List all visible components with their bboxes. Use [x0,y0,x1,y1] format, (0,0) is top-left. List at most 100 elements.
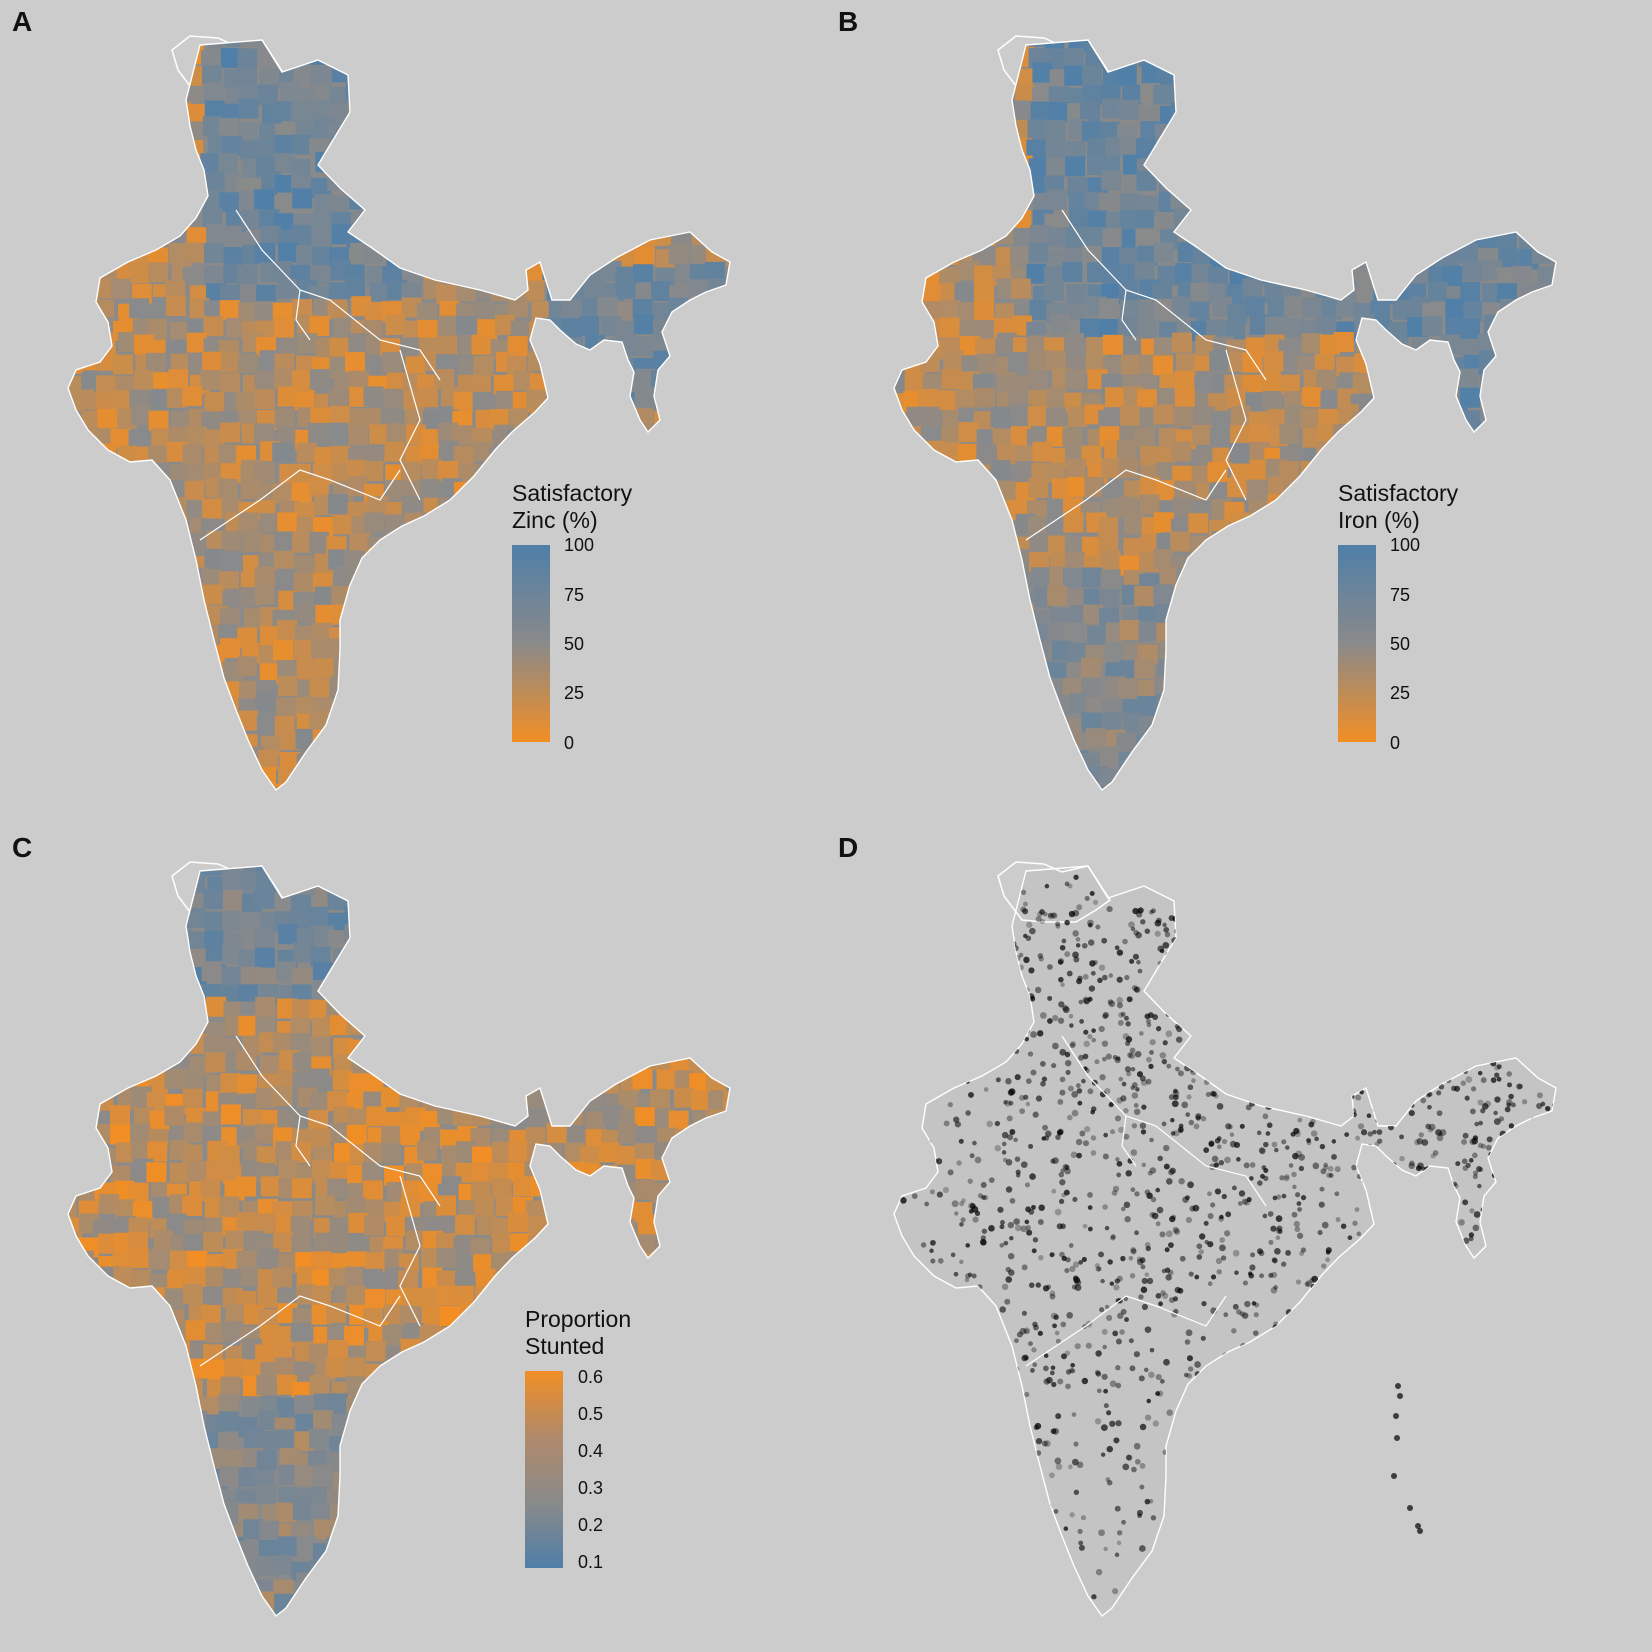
district-cell [705,409,726,430]
district-cell [416,1399,437,1420]
district-cell [326,730,347,751]
district-cell [477,1397,498,1418]
district-cell [474,463,495,484]
district-cell [566,40,587,48]
district-cell [1246,207,1267,228]
district-cell [687,102,708,123]
district-cell [620,967,641,988]
district-cell [97,963,118,984]
district-cell [114,980,135,1001]
district-cell [363,512,384,533]
district-cell [690,428,711,449]
district-cell [1264,44,1285,65]
district-cell [310,65,331,86]
district-cell [135,895,156,916]
district-cell [956,40,977,49]
district-cell [434,866,455,880]
district-cell [1301,387,1322,408]
district-cell [110,1165,131,1186]
district-cell [345,1285,366,1306]
district-cell [632,913,653,934]
district-cell [113,656,134,677]
district-cell [597,871,618,892]
district-cell [708,584,729,605]
district-cell [239,680,260,701]
district-cell [954,155,975,176]
district-cell [348,1108,369,1129]
district-cell [618,1035,639,1056]
district-cell [294,1395,315,1416]
district-cell [1012,786,1033,790]
district-cell [148,1320,169,1341]
district-cell [68,983,80,1004]
district-cell [506,264,527,285]
district-cell [619,1269,640,1290]
country-outline [893,865,1557,1618]
district-cell [416,1522,437,1543]
district-cell [68,752,83,773]
district-cell [327,1393,348,1414]
district-cell [1120,354,1141,375]
district-cell [369,997,390,1018]
district-cell [1440,766,1461,787]
district-cell [1138,46,1159,67]
district-cell [1134,768,1155,789]
district-cell [602,1521,623,1542]
district-cell [117,51,138,72]
district-cell [349,408,370,429]
district-cell [76,627,97,648]
district-cell [128,983,149,1004]
district-cell [68,625,83,646]
district-cell [363,1537,384,1558]
district-cell [1406,372,1427,393]
district-cell [1083,604,1104,625]
district-cell [236,1212,257,1233]
district-cell [1339,242,1360,263]
district-cell [1336,356,1357,377]
district-cell [418,661,439,682]
district-cell [655,929,676,950]
district-cell [458,1506,479,1527]
district-cell [92,787,113,790]
district-cell [1210,567,1231,588]
district-cell [1084,226,1105,247]
district-cell [1411,209,1432,230]
district-cell [1462,765,1483,786]
district-cell [686,535,707,556]
district-cell [545,443,566,464]
district-cell [1264,316,1285,337]
district-cell [655,516,676,537]
district-cell [1317,226,1338,247]
district-cell [68,789,84,790]
district-cell [297,333,318,354]
district-cell [996,332,1017,353]
district-cell [168,1558,189,1579]
district-cell [707,424,728,445]
district-cell [1028,748,1049,769]
district-cell [1422,81,1443,102]
district-cell [711,118,730,139]
district-cell [80,586,101,607]
district-cell [1458,105,1479,126]
district-cell [131,946,152,967]
district-cell [958,174,979,195]
district-cell [129,530,150,551]
district-cell [567,63,588,84]
district-cell [689,477,710,498]
legend-tick: 0.6 [578,1367,604,1387]
district-cell [365,1034,386,1055]
district-cell [1425,622,1446,643]
district-cell [725,982,730,1003]
district-cell [905,765,926,786]
district-cell [206,40,227,49]
district-cell [183,44,204,65]
district-cell [710,927,730,948]
district-cell [1032,62,1053,83]
district-cell [1447,678,1468,699]
district-cell [495,263,516,284]
district-cell [276,278,297,299]
district-cell [636,1414,657,1435]
district-cell [1015,461,1036,482]
district-cell [1390,388,1411,409]
district-cell [706,482,727,503]
